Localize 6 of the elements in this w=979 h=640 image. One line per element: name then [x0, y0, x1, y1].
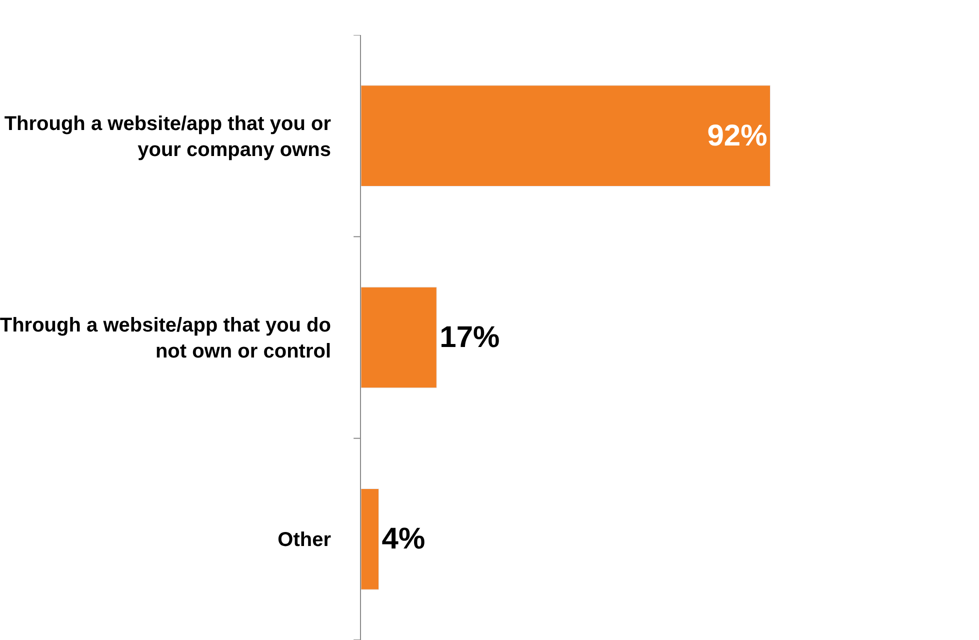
y-tick-label: Other — [278, 529, 332, 552]
y-tick-label: Through a website/app that you do not own or control — [0, 314, 331, 362]
data-label: 17% — [440, 321, 500, 354]
data-label: 4% — [382, 522, 426, 556]
y-tick-label: Through a website/app that you or your company owns — [4, 112, 332, 161]
data-label: 92% — [707, 119, 768, 152]
